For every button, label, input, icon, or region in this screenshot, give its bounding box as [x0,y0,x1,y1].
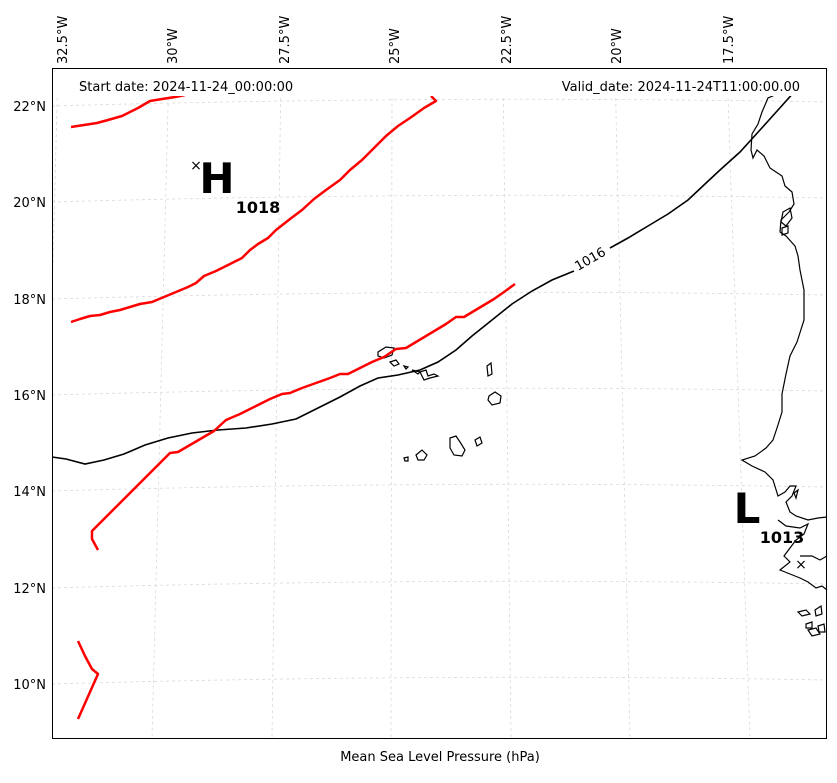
lat-tick-label: 14°N [13,485,46,500]
lon-tick-label: 25°W [388,28,403,64]
lat-tick-label: 12°N [13,582,46,597]
meridian-gridline [726,67,751,740]
meridian-gridline [271,67,282,740]
latitude-tick-labels: 22°N 20°N 18°N 16°N 14°N 12°N 10°N [13,100,46,693]
west-africa-coastline [793,488,799,500]
west-africa-coastline [807,627,821,637]
island-fogo [415,449,428,461]
high-pressure-center: × H 1018 [190,154,280,217]
meridian-gridline [614,67,631,740]
west-africa-coastline [800,555,828,561]
lat-tick-label: 10°N [13,678,46,693]
lon-tick-label: 22.5°W [500,16,515,64]
high-pressure-letter: H [199,154,234,203]
west-africa-coastline [796,609,812,617]
map-caption: Mean Sea Level Pressure (hPa) [340,750,540,765]
parallel-gridline [51,98,828,107]
island-sal-rei [419,369,440,381]
parallel-gridline [51,483,828,492]
date-header-band [53,69,826,96]
lat-tick-label: 16°N [13,389,46,404]
west-africa-coastline [780,207,793,227]
front-lines [70,93,516,720]
island-santa-luzia [402,365,410,370]
start-date-label: Start date: 2024-11-24_00:00:00 [79,80,293,95]
low-pressure-center: L 1013 × [734,484,807,573]
island-sal [486,361,493,377]
island-boa-vista [487,391,502,406]
lon-tick-label: 27.5°W [278,16,293,64]
island-santiago [449,435,466,457]
low-pressure-letter: L [734,484,761,533]
low-center-marker: × [795,557,807,573]
island-brava [403,456,409,462]
west-africa-coastline [814,604,823,617]
isobar-1016 [51,270,575,465]
parallel-gridline [51,676,828,685]
meridian-gridline [502,67,512,740]
lon-tick-label: 20°W [610,28,625,64]
longitude-tick-labels: 32.5°W 30°W 27.5°W 25°W 22.5°W 20°W 17.5… [56,16,737,64]
lon-tick-label: 17.5°W [722,16,737,64]
low-pressure-value: 1013 [760,528,805,547]
lon-tick-label: 32.5°W [56,16,71,64]
high-center-marker: × [190,158,202,174]
lat-tick-label: 22°N [13,100,46,115]
island-sao-vicente [388,359,400,367]
island-santo-antao [377,346,395,359]
island-maio [474,436,483,447]
lat-tick-label: 18°N [13,293,46,308]
meridian-gridline [390,67,393,740]
front-line [76,640,100,720]
lat-tick-label: 20°N [13,196,46,211]
map-frame [52,68,827,739]
front-line [90,282,516,551]
valid-date-label: Valid_date: 2024-11-24T11:00:00.00 [562,80,800,95]
west-africa-coastline [817,623,826,633]
west-africa-coastline [781,225,789,236]
lon-tick-label: 30°W [166,28,181,64]
meridian-gridline [151,67,170,740]
high-pressure-value: 1018 [236,198,281,217]
parallel-gridline [51,387,828,396]
front-line [70,93,186,129]
cape-verde-islands [377,346,502,462]
map-background [52,68,827,739]
parallel-gridline [51,580,828,589]
west-africa-coastline [805,621,813,629]
map-area: 1016 × H 1018 L 1013 × Start date: 2024-… [51,67,828,740]
west-africa-coastline [740,69,828,521]
coastline [740,69,828,637]
west-africa-coastline [777,519,828,591]
front-line [70,95,438,324]
parallel-gridline [51,194,828,203]
